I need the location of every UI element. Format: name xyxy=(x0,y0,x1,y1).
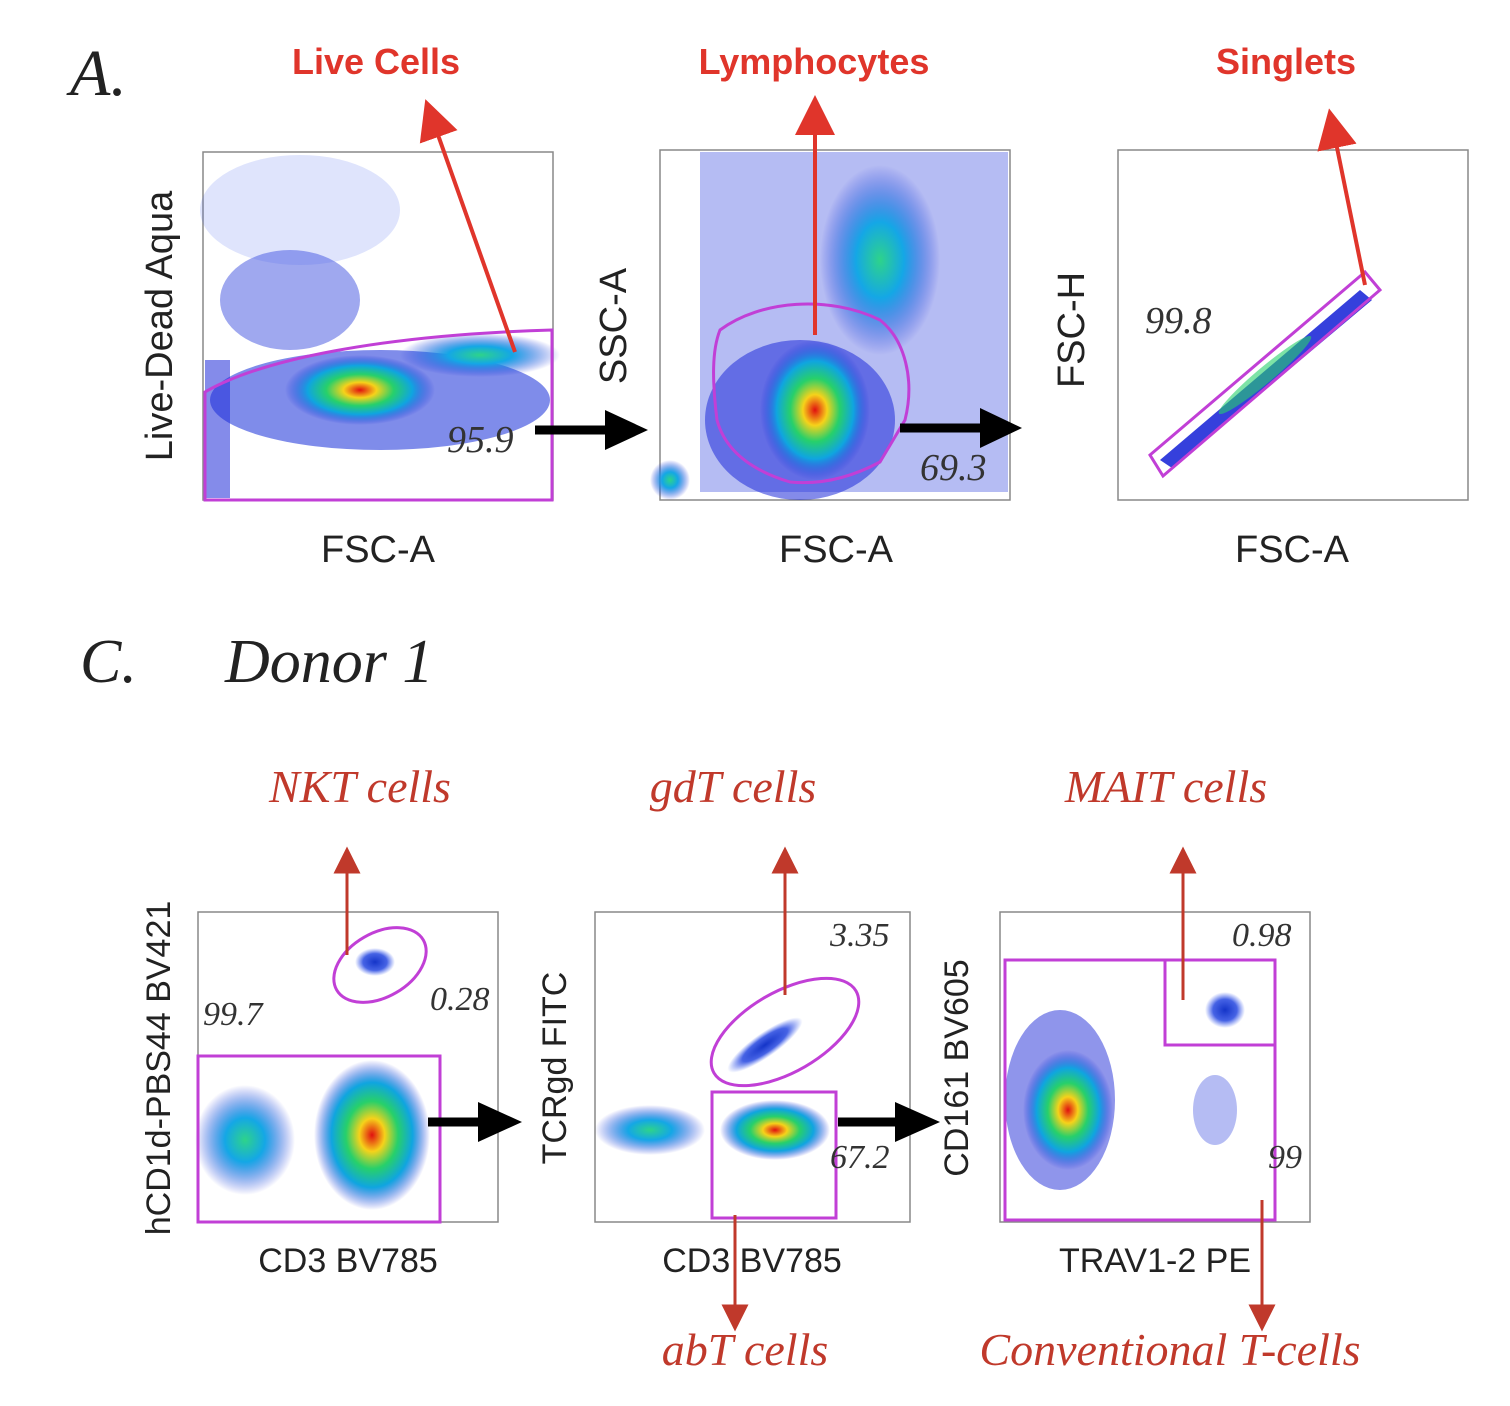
plot-live-cells: 95.9 FSC-A Live-Dead Aqua Live Cells xyxy=(139,41,560,571)
annotation-title: Lymphocytes xyxy=(699,41,930,82)
annotation-title: NKT cells xyxy=(268,761,451,812)
flow-arrow xyxy=(535,410,648,450)
gate-value: 0.28 xyxy=(430,981,490,1018)
plot-lymphocytes: 69.3 FSC-A SSC-A Lymphocytes xyxy=(593,41,1011,571)
y-axis-label: Live-Dead Aqua xyxy=(139,190,181,461)
scatter-density xyxy=(200,155,560,498)
gate-abt xyxy=(710,1090,838,1220)
y-axis-label: TCRgd FITC xyxy=(536,972,574,1165)
annotation-title: gdT cells xyxy=(650,761,817,812)
plot-singlets: 99.8 FSC-A FSC-H Singlets xyxy=(1051,41,1469,571)
scatter-density xyxy=(1005,992,1245,1190)
annotation-bottom-label: Conventional T-cells xyxy=(979,1324,1360,1375)
y-axis-label: SSC-A xyxy=(593,267,635,384)
annotation-bottom-label: abT cells xyxy=(662,1324,829,1375)
annotation-arrow xyxy=(1317,108,1367,286)
plot-gdt: 3.35 67.2 CD3 BV785 TCRgd FITC gdT cells… xyxy=(536,761,911,1375)
y-axis-label: FSC-H xyxy=(1051,272,1093,388)
plot-nkt: 99.7 0.28 CD3 BV785 hCD1d-PBS44 BV421 NK… xyxy=(140,761,499,1280)
gate-value: 99.8 xyxy=(1145,300,1212,342)
flow-arrow xyxy=(900,408,1022,448)
annotation-title: Live Cells xyxy=(292,41,460,82)
gate-cd3 xyxy=(196,1054,442,1224)
gate-value: 95.9 xyxy=(447,419,514,461)
plot-mait: 0.98 99 TRAV1-2 PE CD161 BV605 MAIT cell… xyxy=(938,761,1361,1375)
gate-live-cells xyxy=(203,328,554,502)
scatter-density xyxy=(1160,290,1372,468)
panel-c-label: C. xyxy=(80,628,137,696)
gate-value: 67.2 xyxy=(830,1139,890,1176)
gate-value: 69.3 xyxy=(920,447,987,489)
x-axis-label: FSC-A xyxy=(779,529,894,571)
gate-value: 99 xyxy=(1268,1139,1302,1176)
x-axis-label: FSC-A xyxy=(1235,529,1350,571)
gate-lymphocytes xyxy=(712,302,911,485)
x-axis-label: TRAV1-2 PE xyxy=(1059,1242,1251,1280)
annotation-arrow xyxy=(419,99,517,353)
x-axis-label: CD3 BV785 xyxy=(662,1242,842,1280)
y-axis-label: hCD1d-PBS44 BV421 xyxy=(140,901,178,1236)
annotation-title: Singlets xyxy=(1216,41,1356,82)
scatter-density xyxy=(650,152,1008,500)
gate-value: 99.7 xyxy=(203,996,265,1033)
panel-c-subtitle: Donor 1 xyxy=(224,628,433,696)
gate-singlets xyxy=(1148,269,1383,479)
flow-arrow xyxy=(428,1102,522,1142)
panel-a-label: A. xyxy=(66,37,127,110)
gate-mait xyxy=(1163,958,1277,1047)
x-axis-label: CD3 BV785 xyxy=(258,1242,438,1280)
flow-arrow xyxy=(838,1102,940,1142)
scatter-density xyxy=(595,1017,830,1160)
x-axis-label: FSC-A xyxy=(321,529,436,571)
gate-gdt xyxy=(709,976,861,1088)
scatter-density xyxy=(195,948,430,1210)
gate-value: 3.35 xyxy=(829,917,890,954)
y-axis-label: CD161 BV605 xyxy=(938,959,976,1176)
gate-nkt xyxy=(332,926,428,1004)
gate-value: 0.98 xyxy=(1232,917,1292,954)
annotation-title: MAIT cells xyxy=(1064,761,1267,812)
